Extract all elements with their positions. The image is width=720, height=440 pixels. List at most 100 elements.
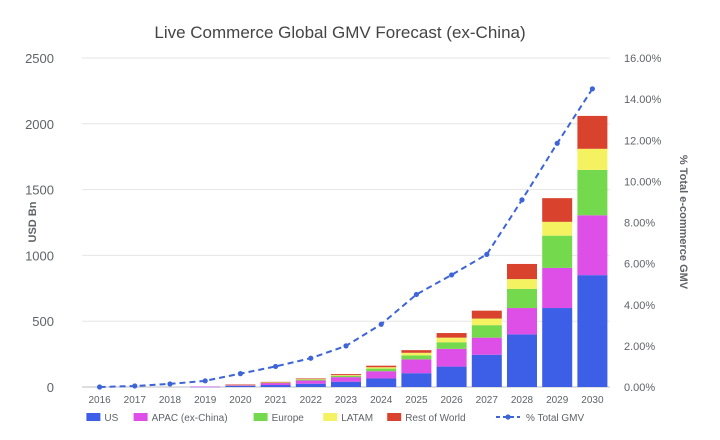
bar-segment bbox=[260, 382, 291, 383]
bar-segment bbox=[331, 375, 361, 378]
bar-segment bbox=[331, 374, 361, 376]
legend-label: US bbox=[104, 413, 118, 424]
x-axis-ticks: 2016 2017 2018 2019 2020 2021 2022 2023 2024 2025… bbox=[88, 395, 603, 406]
bar-segment bbox=[471, 354, 502, 387]
legend-swatch bbox=[387, 413, 402, 421]
bar-segment bbox=[542, 235, 573, 268]
x-tick-label: 2018 bbox=[159, 395, 182, 406]
bar-segment bbox=[436, 337, 467, 343]
bar-segment bbox=[366, 368, 397, 372]
bar-segment bbox=[507, 263, 537, 280]
y-tick-label: 0 bbox=[47, 380, 54, 395]
bar-segment bbox=[260, 383, 291, 386]
bar-segment bbox=[471, 318, 502, 326]
bar-segment bbox=[225, 385, 256, 387]
bar-segment bbox=[295, 378, 326, 380]
bar-segment bbox=[436, 348, 467, 367]
bar-segment bbox=[542, 308, 573, 387]
x-tick-label: 2017 bbox=[124, 395, 147, 406]
bar-segment bbox=[295, 379, 326, 380]
bar-segment bbox=[542, 267, 573, 309]
x-tick-label: 2025 bbox=[405, 395, 428, 406]
legend-label: LATAM bbox=[341, 413, 373, 424]
line-point bbox=[519, 197, 525, 203]
bar-segment bbox=[471, 325, 502, 338]
legend-label: % Total GMV bbox=[526, 413, 584, 424]
bar-segment bbox=[366, 378, 397, 387]
x-tick-label: 2026 bbox=[440, 395, 463, 406]
bar-segment bbox=[331, 381, 361, 387]
bar-segment bbox=[401, 352, 432, 356]
bar-segment bbox=[260, 381, 291, 383]
x-tick-label: 2020 bbox=[229, 395, 252, 406]
legend-line-marker bbox=[505, 414, 511, 420]
bar-segment bbox=[436, 333, 467, 338]
bar-segment bbox=[577, 169, 608, 216]
y-tick-label: 500 bbox=[32, 314, 54, 329]
y-axis-left-label: USD Bn bbox=[27, 201, 39, 242]
y2-tick-label: 2.00% bbox=[624, 341, 655, 353]
bar-segment bbox=[436, 366, 467, 387]
bar-segment bbox=[542, 221, 573, 236]
bar-segment bbox=[471, 337, 502, 355]
y-axis-right-ticks: 0.00% 2.00% 4.00% 6.00% 8.00% 10.00% 12.00% 14.… bbox=[624, 53, 662, 394]
line-point bbox=[308, 355, 314, 361]
bar-segment bbox=[436, 342, 467, 349]
bar-segment bbox=[542, 198, 573, 222]
bar-segment bbox=[401, 359, 432, 374]
y-tick-label: 2500 bbox=[25, 51, 54, 66]
x-tick-label: 2016 bbox=[88, 395, 111, 406]
bar-segment bbox=[401, 373, 432, 387]
bar-segment bbox=[577, 148, 608, 170]
legend: US APAC (ex-China) Europe LATAM Rest of Worl… bbox=[86, 413, 584, 424]
line-point bbox=[273, 363, 279, 370]
bar-segment bbox=[401, 355, 432, 360]
y2-tick-label: 8.00% bbox=[624, 218, 655, 230]
bar-segment bbox=[295, 379, 326, 381]
x-tick-label: 2024 bbox=[370, 395, 393, 406]
bar-segment bbox=[507, 288, 537, 309]
bar-segment bbox=[366, 365, 397, 368]
line-point bbox=[378, 321, 384, 327]
y-tick-label: 1500 bbox=[25, 183, 54, 198]
line-point bbox=[97, 384, 103, 390]
y-tick-label: 2000 bbox=[25, 117, 54, 132]
legend-label: Europe bbox=[272, 413, 305, 424]
y2-tick-label: 6.00% bbox=[624, 259, 655, 271]
bar-segment bbox=[507, 334, 537, 387]
y-axis-right-label: % Total e-commerce GMV bbox=[677, 155, 689, 290]
x-tick-label: 2027 bbox=[476, 395, 499, 406]
line-point bbox=[132, 383, 138, 389]
bar-segment bbox=[577, 215, 608, 276]
bar-segment bbox=[401, 350, 432, 353]
bar-segment bbox=[295, 383, 326, 387]
x-tick-label: 2023 bbox=[335, 395, 358, 406]
line-point bbox=[449, 272, 455, 278]
x-tick-label: 2028 bbox=[511, 395, 534, 406]
y2-tick-label: 14.00% bbox=[624, 94, 662, 106]
y-axis-left-ticks: 0 500 1000 1500 2000 2500 bbox=[25, 51, 54, 395]
bar-segment bbox=[366, 367, 397, 369]
y2-tick-label: 0.00% bbox=[624, 382, 655, 394]
legend-label: APAC (ex-China) bbox=[152, 413, 228, 424]
bar-segment bbox=[295, 380, 326, 384]
line-point bbox=[484, 251, 490, 257]
bar-segment bbox=[366, 371, 397, 379]
bar-segment bbox=[331, 377, 361, 382]
legend-swatch bbox=[86, 413, 101, 421]
x-tick-label: 2021 bbox=[264, 395, 287, 406]
y2-tick-label: 10.00% bbox=[624, 176, 662, 188]
legend-swatch bbox=[133, 413, 148, 421]
bar-segment bbox=[260, 382, 291, 384]
y-tick-label: 1000 bbox=[25, 248, 54, 263]
bar-segment bbox=[577, 275, 608, 387]
line-point bbox=[589, 86, 596, 92]
bar-segment bbox=[260, 385, 291, 387]
line-point bbox=[202, 378, 208, 384]
bar-segment bbox=[577, 115, 608, 149]
x-tick-label: 2029 bbox=[546, 395, 569, 406]
y2-tick-label: 12.00% bbox=[624, 135, 662, 147]
bar-segment bbox=[331, 375, 361, 376]
